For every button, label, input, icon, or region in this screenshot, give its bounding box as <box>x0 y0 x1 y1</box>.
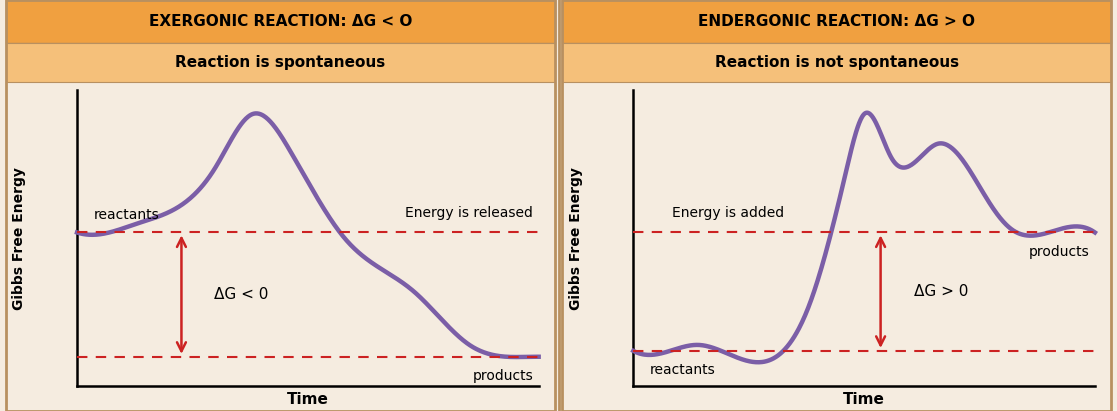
Text: Reaction is not spontaneous: Reaction is not spontaneous <box>715 55 958 70</box>
Text: ΔG < 0: ΔG < 0 <box>214 287 269 302</box>
Bar <box>6 43 555 82</box>
Text: Time: Time <box>843 392 885 407</box>
Text: reactants: reactants <box>650 363 716 377</box>
Text: Gibbs Free Energy: Gibbs Free Energy <box>569 167 583 310</box>
Text: Gibbs Free Energy: Gibbs Free Energy <box>12 167 27 310</box>
Text: ENDERGONIC REACTION: ΔG > O: ENDERGONIC REACTION: ΔG > O <box>698 14 975 29</box>
Text: ΔG > 0: ΔG > 0 <box>914 284 968 299</box>
Text: products: products <box>472 369 533 383</box>
Text: Energy is released: Energy is released <box>405 206 533 220</box>
Text: Reaction is spontaneous: Reaction is spontaneous <box>175 55 385 70</box>
Text: EXERGONIC REACTION: ΔG < O: EXERGONIC REACTION: ΔG < O <box>149 14 412 29</box>
Text: reactants: reactants <box>94 208 160 222</box>
Bar <box>6 0 555 43</box>
Text: products: products <box>1029 245 1089 259</box>
Bar <box>562 0 1111 43</box>
Text: Energy is added: Energy is added <box>671 206 784 220</box>
Text: Time: Time <box>287 392 328 407</box>
Bar <box>562 43 1111 82</box>
